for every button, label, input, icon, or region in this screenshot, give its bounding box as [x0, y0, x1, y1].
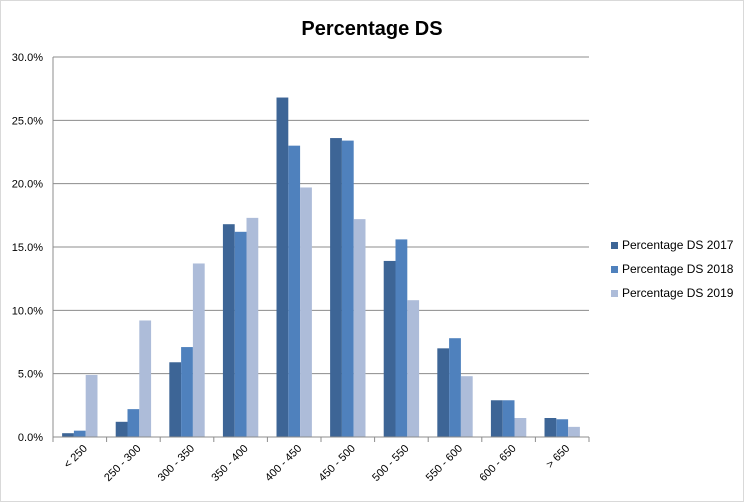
bar-2	[234, 231, 247, 437]
bar-1	[330, 138, 342, 438]
bar-3	[353, 219, 366, 437]
y-tick-label: 20.0%	[12, 179, 43, 191]
bar-2	[341, 140, 354, 437]
bar-1	[115, 421, 128, 437]
legend-swatch	[611, 290, 618, 297]
x-tick-label: 250 - 300	[102, 443, 143, 484]
bar-3	[85, 374, 98, 437]
bar-2	[556, 419, 569, 437]
bar-3	[407, 300, 420, 437]
bar-1	[222, 224, 235, 437]
bar-2	[73, 430, 86, 437]
bar-2	[181, 347, 193, 437]
y-tick-label: 25.0%	[12, 115, 43, 127]
gridlines	[53, 56, 589, 438]
bar-3	[460, 376, 473, 437]
bar-2	[288, 145, 301, 437]
bar-3	[139, 320, 152, 437]
x-tick-label: < 250	[62, 443, 90, 471]
bar-2	[449, 338, 461, 437]
y-tick-label: 15.0%	[12, 242, 43, 254]
bar-1	[544, 418, 557, 437]
x-tick-label: 300 - 350	[156, 443, 197, 484]
y-tick-label: 10.0%	[12, 305, 43, 317]
bar-2	[502, 400, 515, 437]
y-tick-label: 30.0%	[12, 52, 43, 64]
bar-1	[490, 400, 503, 437]
x-tick-label: 400 - 450	[263, 443, 304, 484]
x-tick-label: 600 - 650	[477, 443, 518, 484]
x-tick-labels: < 250 250 - 300 300 - 350 350 - 400 400 - 45…	[62, 443, 573, 484]
bar-3	[568, 426, 580, 437]
bars	[62, 97, 580, 438]
y-tick-labels: 0.0% 5.0% 10.0% 15.0% 20.0% 25.0% 30.0%	[12, 52, 43, 444]
bar-1	[276, 97, 289, 438]
bar-3	[192, 263, 205, 437]
chart-title: Percentage DS	[301, 18, 442, 40]
legend-label: Percentage DS 2018	[622, 262, 734, 276]
x-tick-label: 450 - 500	[317, 443, 358, 484]
bar-3	[514, 418, 527, 437]
bar-3	[246, 217, 259, 437]
legend-label: Percentage DS 2017	[622, 238, 734, 252]
x-tick-label: 500 - 550	[370, 443, 411, 484]
bar-2	[395, 239, 408, 437]
axes	[52, 57, 590, 442]
bar-2	[127, 409, 140, 437]
bar-1	[62, 433, 74, 437]
y-tick-label: 0.0%	[18, 432, 43, 444]
bar-3	[300, 187, 312, 437]
legend: Percentage DS 2017 Percentage DS 2018 Perc…	[611, 238, 734, 300]
x-tick-label: 550 - 600	[424, 443, 465, 484]
bar-1	[383, 260, 396, 437]
x-tick-label: 350 - 400	[209, 443, 250, 484]
bar-1	[437, 348, 450, 437]
legend-swatch	[611, 242, 618, 249]
y-tick-label: 5.0%	[18, 369, 43, 381]
bar-1	[169, 362, 182, 437]
legend-label: Percentage DS 2019	[622, 286, 734, 300]
x-tick-label: > 650	[544, 443, 572, 471]
legend-swatch	[611, 266, 618, 273]
